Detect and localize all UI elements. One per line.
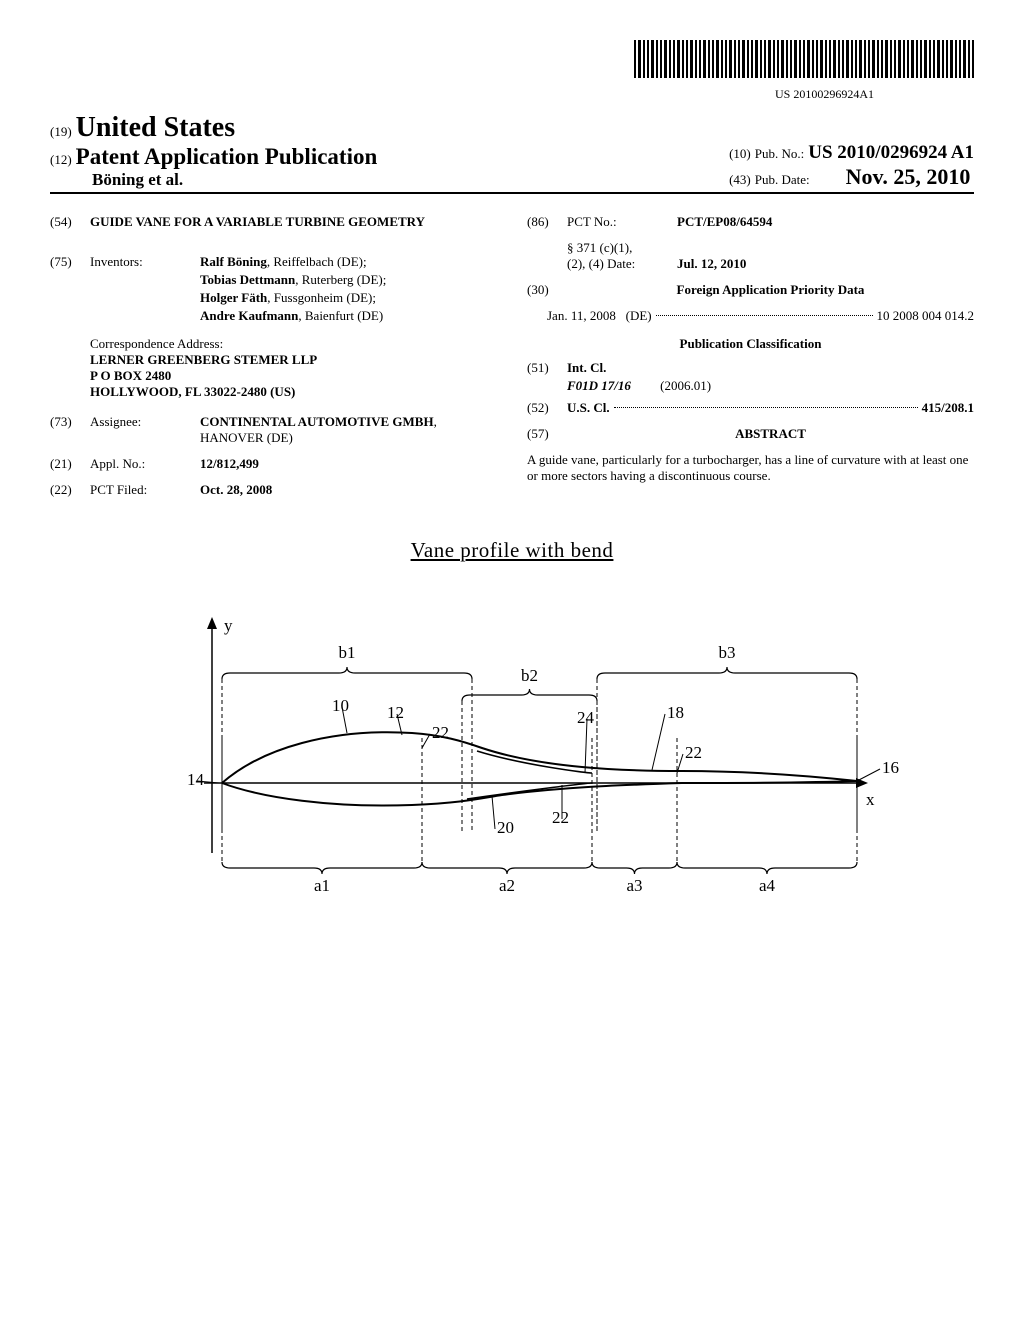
pct-filed-date: Oct. 28, 2008 [200, 482, 497, 498]
date-tag: (43) [729, 172, 751, 187]
sect371-label: § 371 (c)(1), (2), (4) Date: [567, 240, 677, 272]
barcode-graphic [634, 40, 974, 78]
dotted-fill [614, 407, 918, 408]
authors-line: Böning et al. [50, 170, 377, 190]
svg-text:x: x [866, 790, 875, 809]
foreign-country: (DE) [626, 308, 652, 324]
svg-text:y: y [224, 616, 233, 635]
sect371-line2: (2), (4) Date: [567, 256, 635, 271]
pub-type: Patent Application Publication [76, 144, 378, 169]
dotted-fill [656, 315, 873, 316]
country-tag: (19) [50, 124, 72, 139]
svg-text:12: 12 [387, 703, 404, 722]
intcl-tag: (51) [527, 360, 567, 376]
foreign-tag: (30) [527, 282, 567, 298]
svg-text:22: 22 [432, 723, 449, 742]
title-tag: (54) [50, 214, 90, 244]
date-label: Pub. Date: [755, 172, 810, 187]
inventor-name: Holger Fäth [200, 290, 267, 305]
inventor-entry: Andre Kaufmann, Baienfurt (DE) [200, 308, 497, 324]
abstract-tag: (57) [527, 426, 567, 442]
pubno-label: Pub. No.: [755, 146, 804, 161]
svg-text:b2: b2 [521, 666, 538, 685]
pub-type-tag: (12) [50, 152, 72, 167]
svg-text:20: 20 [497, 818, 514, 837]
document-header: (19) United States (12) Patent Applicati… [50, 112, 974, 194]
inventor-loc: , Baienfurt (DE) [298, 308, 383, 323]
uscl-label: U.S. Cl. [567, 400, 610, 416]
applno-label: Appl. No.: [90, 456, 200, 472]
abstract-heading: ABSTRACT [735, 426, 806, 441]
inventors-tag: (75) [50, 254, 90, 326]
application-number: 12/812,499 [200, 456, 497, 472]
inventor-name: Tobias Dettmann [200, 272, 295, 287]
intcl-label: Int. Cl. [567, 360, 606, 375]
foreign-title: Foreign Application Priority Data [677, 282, 865, 297]
pctfiled-label: PCT Filed: [90, 482, 200, 498]
assignee-label: Assignee: [90, 414, 200, 446]
publication-number: US 2010/0296924 A1 [808, 142, 974, 163]
barcode-block [50, 40, 974, 83]
svg-text:22: 22 [552, 808, 569, 827]
svg-text:a2: a2 [499, 876, 515, 895]
inventor-loc: , Ruterberg (DE); [295, 272, 386, 287]
pctno-label: PCT No.: [567, 214, 677, 230]
abstract-text: A guide vane, particularly for a turboch… [527, 452, 974, 484]
svg-text:18: 18 [667, 703, 684, 722]
correspondence-line: LERNER GREENBERG STEMER LLP [90, 352, 317, 367]
svg-text:b3: b3 [719, 643, 736, 662]
inventors-list: Ralf Böning, Reiffelbach (DE); Tobias De… [200, 254, 497, 326]
uscl-tag: (52) [527, 400, 567, 416]
invention-title: GUIDE VANE FOR A VARIABLE TURBINE GEOMET… [90, 214, 425, 230]
sect371-line1: § 371 (c)(1), [567, 240, 632, 255]
foreign-app-number: 10 2008 004 014.2 [877, 308, 975, 324]
left-column: (54) GUIDE VANE FOR A VARIABLE TURBINE G… [50, 214, 497, 508]
svg-text:a3: a3 [626, 876, 642, 895]
intcl-year: (2006.01) [660, 378, 711, 394]
publication-date: Nov. 25, 2010 [846, 164, 971, 189]
vane-figure: y x b1 b2 b3 a1 a2 a3 a4 10 12 14 16 18 20 24 22 22 22 [50, 583, 974, 928]
applno-tag: (21) [50, 456, 90, 472]
country-name: United States [76, 112, 235, 143]
inventor-entry: Holger Fäth, Fussgonheim (DE); [200, 290, 497, 306]
svg-text:24: 24 [577, 708, 595, 727]
intcl-code: F01D 17/16 [567, 378, 631, 394]
foreign-date: Jan. 11, 2008 [547, 308, 616, 324]
pubclass-heading: Publication Classification [527, 336, 974, 352]
svg-text:a1: a1 [314, 876, 330, 895]
svg-text:10: 10 [332, 696, 349, 715]
inventor-entry: Ralf Böning, Reiffelbach (DE); [200, 254, 497, 270]
pctno-tag: (86) [527, 214, 567, 230]
inventor-entry: Tobias Dettmann, Ruterberg (DE); [200, 272, 497, 288]
correspondence-block: Correspondence Address: LERNER GREENBERG… [90, 336, 497, 400]
uscl-code: 415/208.1 [922, 400, 974, 416]
barcode-number: US 20100296924A1 [50, 87, 974, 102]
svg-text:22: 22 [685, 743, 702, 762]
svg-text:a4: a4 [759, 876, 776, 895]
inventor-loc: , Fussgonheim (DE); [267, 290, 376, 305]
assignee-value: CONTINENTAL AUTOMOTIVE GMBH, HANOVER (DE… [200, 414, 497, 446]
assignee-name: CONTINENTAL AUTOMOTIVE GMBH [200, 414, 434, 429]
sect371-date: Jul. 12, 2010 [677, 256, 974, 272]
correspondence-label: Correspondence Address: [90, 336, 497, 352]
inventor-loc: , Reiffelbach (DE); [267, 254, 367, 269]
svg-text:b1: b1 [339, 643, 356, 662]
pctfiled-tag: (22) [50, 482, 90, 498]
correspondence-line: HOLLYWOOD, FL 33022-2480 (US) [90, 384, 295, 399]
figure-title: Vane profile with bend [50, 538, 974, 563]
right-column: (86) PCT No.: PCT/EP08/64594 § 371 (c)(1… [527, 214, 974, 508]
correspondence-line: P O BOX 2480 [90, 368, 171, 383]
inventors-label: Inventors: [90, 254, 200, 326]
inventor-name: Andre Kaufmann [200, 308, 298, 323]
svg-text:16: 16 [882, 758, 899, 777]
inventor-name: Ralf Böning [200, 254, 267, 269]
pct-number: PCT/EP08/64594 [677, 214, 974, 230]
pubno-tag: (10) [729, 146, 751, 161]
svg-text:14: 14 [187, 770, 205, 789]
assignee-tag: (73) [50, 414, 90, 446]
